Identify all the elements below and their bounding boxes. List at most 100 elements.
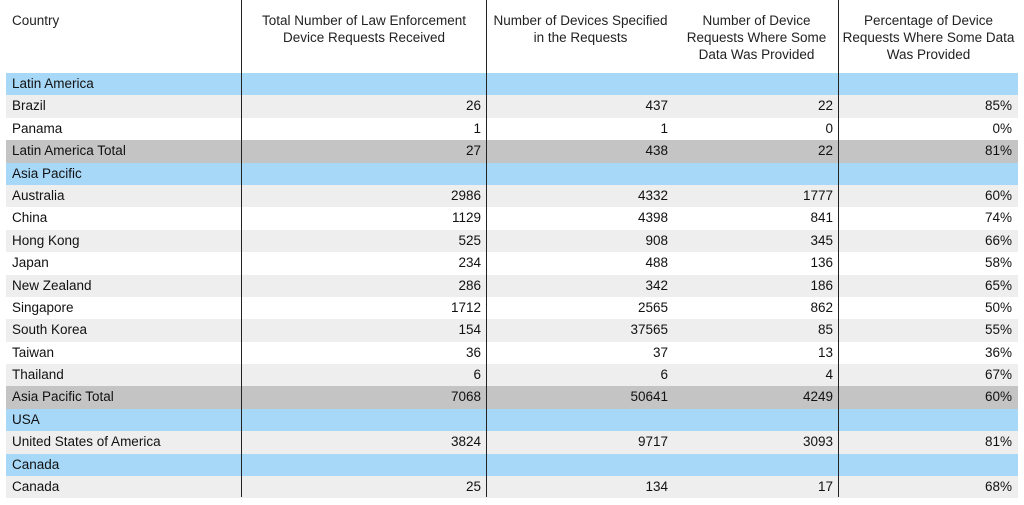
country-cell: China: [12, 210, 48, 226]
region-header-row: USA: [6, 408, 1018, 432]
percent-cell: 81%: [984, 434, 1012, 450]
devices-cell: 50641: [630, 389, 668, 405]
table-row: China 1129 4398 841 74%: [6, 207, 1018, 229]
percent-cell: 67%: [984, 367, 1012, 383]
country-cell: Asia Pacific Total: [12, 389, 114, 405]
devices-cell: 4398: [637, 210, 668, 226]
devices-cell: 1: [660, 120, 668, 136]
table-row: Japan 234 488 136 58%: [6, 252, 1018, 274]
devices-cell: 908: [645, 232, 668, 248]
provided-cell: 1777: [802, 187, 833, 203]
percent-cell: 55%: [984, 322, 1012, 338]
table-row: Hong Kong 525 908 345 66%: [6, 229, 1018, 253]
provided-cell: 0: [825, 120, 833, 136]
table-row: Taiwan 36 37 13 36%: [6, 342, 1018, 364]
requests-cell: 2986: [450, 187, 481, 203]
devices-cell: 2565: [637, 299, 668, 315]
percent-cell: 0%: [992, 120, 1012, 136]
country-cell: Taiwan: [12, 344, 55, 360]
country-cell: USA: [12, 411, 40, 427]
provided-cell: [674, 409, 839, 431]
percent-cell: [839, 454, 1018, 476]
devices-cell: 342: [645, 277, 668, 293]
requests-cell: 1129: [451, 210, 481, 226]
provided-cell: 85: [817, 322, 833, 338]
country-cell: Latin America: [12, 76, 94, 91]
devices-cell: 488: [645, 255, 668, 271]
provided-cell: 4249: [802, 389, 833, 405]
country-cell: United States of America: [12, 434, 161, 450]
requests-cell: 25: [465, 479, 481, 495]
devices-cell: 437: [645, 98, 668, 114]
header-total-requests: Total Number of Law Enforcement Device R…: [261, 13, 467, 45]
percent-cell: 68%: [984, 479, 1012, 495]
country-cell: Brazil: [12, 98, 46, 114]
header-percentage-provided: Percentage of Device Requests Where Some…: [842, 13, 1015, 62]
provided-cell: 136: [810, 255, 833, 271]
country-cell: Asia Pacific: [12, 165, 82, 181]
table-row: Singapore 1712 2565 862 50%: [6, 297, 1018, 319]
percent-cell: 65%: [984, 277, 1012, 293]
provided-cell: 841: [810, 210, 833, 226]
devices-cell: 6: [660, 367, 668, 383]
table-row: Australia 2986 4332 1777 60%: [6, 184, 1018, 208]
table-row: South Korea 154 37565 85 55%: [6, 319, 1018, 342]
header-devices-specified: Number of Devices Specified in the Reque…: [493, 13, 668, 45]
column-divider: [486, 0, 487, 497]
requests-cell: 27: [465, 143, 481, 159]
provided-cell: 862: [810, 299, 833, 315]
percent-cell: 36%: [984, 344, 1012, 360]
provided-cell: [674, 454, 839, 476]
requests-cell: [241, 73, 487, 95]
country-cell: Thailand: [12, 367, 64, 383]
percent-cell: [839, 163, 1018, 185]
country-cell: Hong Kong: [12, 232, 80, 248]
devices-cell: 37: [652, 344, 668, 360]
region-header-row: Latin America: [6, 73, 1018, 96]
provided-cell: [674, 73, 839, 95]
header-country: Country: [12, 13, 60, 28]
provided-cell: 3093: [802, 434, 833, 450]
percent-cell: 85%: [984, 98, 1012, 114]
country-cell: New Zealand: [12, 277, 92, 293]
percent-cell: 81%: [984, 143, 1012, 159]
country-cell: Canada: [12, 456, 60, 472]
percent-cell: 60%: [984, 187, 1012, 203]
country-cell: South Korea: [12, 322, 88, 338]
requests-cell: [241, 163, 487, 185]
devices-cell: 134: [645, 479, 668, 495]
percent-cell: 60%: [984, 389, 1012, 405]
column-divider: [838, 0, 839, 497]
devices-cell: 37565: [630, 322, 668, 338]
devices-cell: 4332: [637, 187, 668, 203]
percent-cell: 50%: [984, 299, 1012, 315]
table-row: United States of America 3824 9717 3093 81%: [6, 431, 1018, 454]
provided-cell: 22: [817, 143, 833, 159]
device-requests-table: Country Total Number of Law Enforcement …: [6, 0, 1018, 499]
requests-cell: 7068: [450, 389, 481, 405]
provided-cell: 186: [810, 277, 833, 293]
percent-cell: 66%: [984, 232, 1012, 248]
region-total-row: Latin America Total 27 438 22 81%: [6, 140, 1018, 163]
requests-cell: 6: [473, 367, 481, 383]
devices-cell: [487, 73, 674, 95]
requests-cell: 1: [473, 120, 481, 136]
requests-cell: 154: [458, 322, 481, 338]
provided-cell: 4: [825, 367, 833, 383]
table-row: New Zealand 286 342 186 65%: [6, 274, 1018, 297]
region-header-row: Asia Pacific: [6, 162, 1018, 185]
percent-cell: [839, 73, 1018, 95]
requests-cell: [241, 454, 487, 476]
requests-cell: 286: [458, 277, 481, 293]
table-row: Brazil 26 437 22 85%: [6, 95, 1018, 118]
devices-cell: [487, 409, 674, 431]
devices-cell: 438: [645, 143, 668, 159]
column-divider: [241, 0, 242, 497]
requests-cell: 26: [465, 98, 481, 114]
table-header-row: Country Total Number of Law Enforcement …: [6, 0, 1018, 73]
country-cell: Canada: [12, 479, 60, 495]
table-body: Latin America Brazil 26 437 22 85% Panama 1 1 0 0%…: [6, 73, 1018, 499]
country-cell: Panama: [12, 120, 63, 136]
devices-cell: 9717: [637, 434, 668, 450]
country-cell: Japan: [12, 255, 49, 271]
